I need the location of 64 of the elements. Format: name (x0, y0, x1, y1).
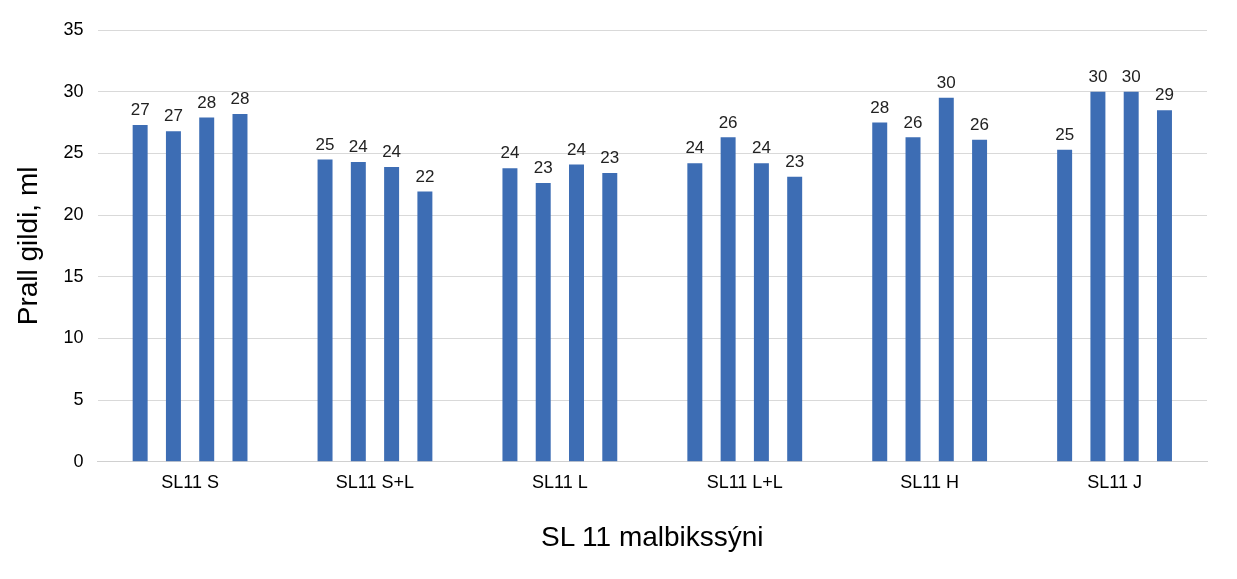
data-label: 29 (1155, 85, 1174, 105)
data-label: 25 (1055, 124, 1075, 144)
bar (872, 122, 888, 462)
data-label: 28 (230, 89, 250, 109)
y-tick-label: 5 (73, 389, 84, 410)
bar (384, 166, 400, 462)
x-tick-label: SL11 L (532, 471, 588, 492)
data-label: 27 (130, 100, 150, 120)
x-tick-label: SL11 H (900, 471, 960, 492)
data-label: 24 (382, 142, 402, 162)
bar (232, 113, 248, 462)
x-tick-label: SL11 L+L (706, 471, 783, 492)
data-label: 24 (500, 143, 520, 163)
data-label: 25 (315, 134, 335, 154)
bar (720, 137, 736, 462)
bar (199, 117, 215, 462)
data-label: 24 (567, 139, 586, 159)
bar (1057, 149, 1073, 462)
y-tick-label: 30 (63, 80, 84, 101)
y-tick-label: 35 (63, 18, 84, 39)
bar (602, 173, 618, 462)
y-tick-label: 15 (63, 265, 84, 286)
bar (417, 191, 433, 462)
bar (165, 131, 181, 462)
data-label: 28 (197, 92, 217, 112)
data-label: 22 (415, 166, 435, 186)
y-axis-title: Prall gildi, ml (11, 166, 43, 326)
data-label: 28 (870, 97, 890, 117)
data-label: 23 (785, 152, 805, 171)
y-tick-label: 0 (73, 450, 84, 471)
bar (753, 163, 769, 462)
data-label: 26 (970, 114, 990, 134)
y-tick-label: 20 (63, 204, 84, 225)
bar (1123, 91, 1139, 462)
data-label: 30 (1121, 66, 1141, 86)
data-label: 24 (751, 138, 771, 158)
bar (569, 164, 584, 462)
data-label: 24 (348, 137, 368, 157)
data-label: 27 (163, 106, 183, 126)
data-label: 26 (718, 112, 738, 132)
bar (787, 176, 803, 462)
bar (905, 137, 921, 462)
data-label: 30 (936, 73, 956, 93)
data-label: 30 (1088, 66, 1108, 86)
data-label: 24 (685, 138, 705, 158)
bar (502, 168, 518, 462)
x-axis-title: SL 11 malbikssýni (541, 520, 764, 552)
y-tick-label: 10 (63, 327, 84, 348)
data-label: 23 (600, 148, 620, 168)
bar (938, 97, 954, 462)
x-tick-label: SL11 J (1087, 471, 1142, 492)
x-tick-label: SL11 S (161, 471, 219, 492)
bar (687, 163, 703, 462)
data-label: 26 (903, 112, 923, 132)
bar (535, 182, 551, 462)
x-tick-label: SL11 S+L (335, 471, 415, 492)
y-tick-label: 25 (63, 142, 84, 163)
bar (1156, 110, 1172, 462)
bar (350, 162, 366, 462)
bar (972, 139, 988, 462)
bar (1090, 91, 1106, 462)
bar (317, 159, 333, 462)
bar (132, 125, 148, 462)
data-label: 23 (533, 158, 553, 178)
